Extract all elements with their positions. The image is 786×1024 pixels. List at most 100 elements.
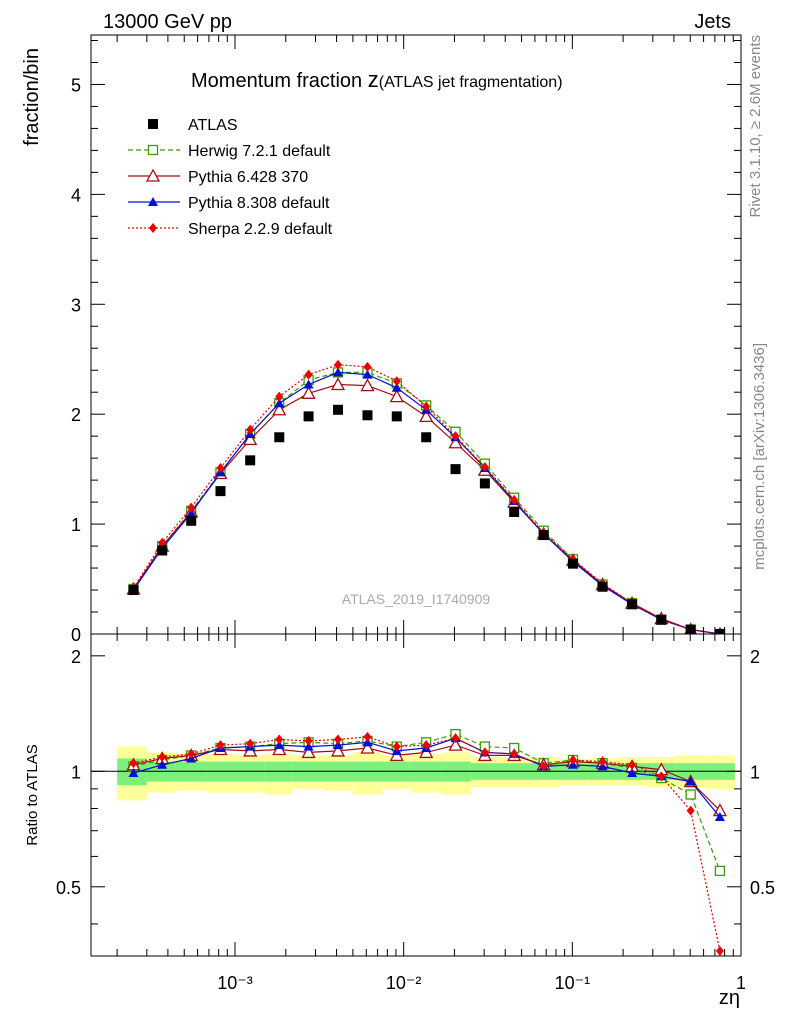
point-pythia6-4 [243, 432, 258, 446]
ratio-point-sherpa-3 [216, 740, 225, 751]
y-tick-label-4: 4 [71, 185, 81, 205]
ratio-y-tick-label-right-1: 1 [750, 762, 760, 782]
mcplots-label: mcplots.cern.ch [arXiv:1306.3436] [751, 343, 768, 570]
x-tick-label-3: 1 [736, 973, 746, 993]
point-data-2 [186, 515, 197, 526]
chart-title: Momentum fraction z(ATLAS jet fragmentat… [191, 67, 563, 92]
ratio-point-pythia6-11 [448, 737, 463, 751]
chart-title-var: z [368, 67, 379, 92]
point-pythia6-6 [301, 385, 316, 399]
point-data-6 [303, 411, 314, 422]
legend-item-pythia6: Pythia 6.428 370 [128, 168, 308, 186]
point-sherpa-6 [304, 369, 313, 380]
series-data-main [128, 404, 725, 634]
analysis-watermark: ATLAS_2019_I1740909 [342, 591, 491, 607]
ratio-point-sherpa-20 [715, 946, 724, 956]
legend-item-herwig: Herwig 7.2.1 default [128, 143, 331, 160]
y-tick-label-1: 1 [71, 515, 81, 535]
ratio-point-pythia8-17 [627, 767, 638, 777]
axes-layer: 10⁻³ 10⁻² 10⁻¹ 1 0 1 2 3 4 5 0.5 0.5 1 1 2 2 [56, 35, 775, 993]
point-sherpa-10 [422, 401, 431, 412]
point-sherpa-8 [363, 361, 372, 372]
ratio-point-sherpa-1 [158, 751, 167, 762]
point-data-11 [450, 464, 461, 475]
legend-marker-pythia8 [148, 197, 158, 206]
legend-marker-herwig [147, 144, 159, 156]
ratio-point-pythia8-8 [362, 737, 373, 747]
x-tick-label-1: 10⁻² [386, 973, 422, 993]
ratio-point-sherpa-16 [598, 756, 607, 767]
point-sherpa-3 [216, 463, 225, 474]
ratio-point-sherpa-14 [539, 761, 548, 772]
ratio-point-sherpa-19 [686, 805, 695, 816]
ratio-point-pythia8-5 [274, 740, 285, 750]
point-data-12 [479, 478, 490, 489]
point-pythia6-5 [272, 402, 287, 416]
point-data-0 [128, 585, 139, 596]
legend: ATLAS Herwig 7.2.1 default Pythia 6.428 37… [128, 117, 333, 238]
ratio-point-sherpa-9 [392, 741, 401, 752]
point-pythia8-9 [391, 382, 402, 392]
x-tick-label-2: 10⁻¹ [555, 973, 591, 993]
point-pythia8-8 [362, 369, 373, 379]
y-tick-label-0: 0 [71, 625, 81, 645]
ratio-point-herwig-20 [714, 865, 726, 877]
point-pythia6-7 [330, 377, 346, 391]
ratio-point-sherpa-2 [187, 748, 196, 759]
point-data-20 [714, 629, 725, 634]
point-pythia8-6 [303, 379, 314, 389]
point-data-18 [656, 614, 667, 625]
point-sherpa-1 [158, 537, 167, 548]
point-pythia8-5 [274, 398, 285, 408]
ratio-point-sherpa-17 [628, 759, 637, 770]
legend-marker-pythia6 [145, 168, 161, 182]
ratio-point-sherpa-18 [657, 771, 666, 782]
legend-label-data: ATLAS [188, 117, 238, 134]
ratio-y-tick-label-right-2: 2 [750, 647, 760, 667]
ratio-point-sherpa-10 [422, 740, 431, 751]
point-sherpa-7 [334, 359, 343, 370]
y-tick-label-3: 3 [71, 295, 81, 315]
header-energy: 13000 GeV pp [103, 11, 232, 33]
point-data-8 [362, 410, 373, 421]
ratio-y-tick-label-1: 1 [71, 762, 81, 782]
point-data-3 [215, 486, 226, 497]
legend-label-pythia8: Pythia 8.308 default [188, 195, 330, 212]
point-sherpa-13 [510, 494, 519, 505]
point-data-14 [538, 530, 549, 541]
point-pythia6-11 [448, 435, 463, 449]
ratio-point-sherpa-0 [129, 758, 138, 769]
point-data-1 [157, 545, 168, 556]
ratio-point-pythia8-20 [714, 812, 725, 822]
point-sherpa-5 [275, 391, 284, 402]
point-data-5 [274, 432, 285, 443]
ratio-point-pythia8-19 [685, 776, 696, 786]
ratio-y-tick-label-0: 0.5 [56, 878, 81, 898]
ratio-point-pythia6-6 [301, 745, 316, 759]
point-sherpa-4 [246, 424, 255, 435]
header-category: Jets [694, 11, 731, 33]
point-pythia8-7 [333, 367, 344, 377]
point-sherpa-11 [451, 431, 460, 442]
legend-label-herwig: Herwig 7.2.1 default [188, 143, 331, 160]
ratio-point-pythia8-6 [303, 741, 314, 751]
point-data-9 [391, 411, 402, 422]
ratio-point-sherpa-12 [480, 747, 489, 758]
point-pythia6-9 [389, 389, 404, 403]
ratio-point-herwig-19 [685, 789, 696, 800]
point-data-10 [421, 432, 432, 443]
y-tick-label-5: 5 [71, 75, 81, 95]
legend-marker-sherpa [149, 223, 157, 233]
ratio-point-sherpa-11 [451, 733, 460, 744]
point-data-16 [597, 581, 608, 592]
ratio-point-pythia8-0 [128, 767, 139, 777]
ratio-point-sherpa-7 [334, 734, 343, 745]
series-sherpa-ratio [129, 731, 724, 956]
x-axis-label: zη [719, 987, 740, 1009]
point-sherpa-9 [392, 376, 401, 387]
point-pythia6-8 [360, 378, 375, 392]
chart-title-main: Momentum fraction [191, 70, 368, 92]
x-tick-label-0: 10⁻³ [217, 973, 253, 993]
ratio-point-sherpa-6 [304, 735, 313, 746]
